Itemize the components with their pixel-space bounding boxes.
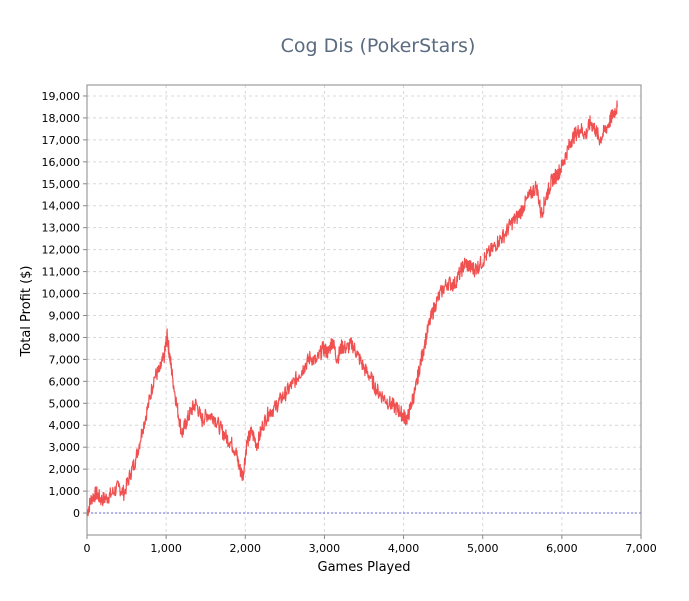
y-tick-label: 0 (73, 507, 80, 520)
y-tick-label: 8,000 (49, 331, 81, 344)
y-tick-label: 2,000 (49, 463, 81, 476)
y-tick-label: 16,000 (42, 156, 81, 169)
y-tick-label: 6,000 (49, 375, 81, 388)
x-axis-ticks: 0 1,000 2,000 3,000 4,000 5,000 6,000 7,000 (84, 535, 657, 555)
y-tick-label: 1,000 (49, 485, 81, 498)
plot-frame (86, 84, 642, 536)
x-tick-label: 2,000 (230, 542, 262, 555)
x-tick-label: 0 (84, 542, 91, 555)
y-tick-label: 15,000 (42, 178, 81, 191)
y-tick-label: 10,000 (42, 288, 81, 301)
y-tick-label: 14,000 (42, 200, 81, 213)
series-line-total-profit (86, 100, 618, 517)
y-tick-label: 9,000 (49, 309, 81, 322)
y-tick-label: 12,000 (42, 244, 81, 257)
y-tick-label: 11,000 (42, 266, 81, 279)
y-tick-label: 5,000 (49, 397, 81, 410)
chart-title: Cog Dis (PokerStars) (281, 35, 476, 57)
x-tick-label: 3,000 (309, 542, 341, 555)
x-tick-label: 7,000 (625, 542, 657, 555)
y-axis-ticks: 0 1,000 2,000 3,000 4,000 5,000 6,000 7,000 8,00… (42, 90, 87, 520)
x-axis-label: Games Played (318, 560, 411, 575)
y-axis-label: Total Profit ($) (19, 266, 34, 358)
x-tick-label: 1,000 (150, 542, 182, 555)
x-tick-label: 5,000 (467, 542, 499, 555)
y-tick-label: 4,000 (49, 419, 81, 432)
x-tick-label: 4,000 (388, 542, 420, 555)
x-tick-label: 6,000 (546, 542, 578, 555)
y-tick-label: 17,000 (42, 134, 81, 147)
y-tick-label: 18,000 (42, 112, 81, 125)
y-tick-label: 19,000 (42, 90, 81, 103)
y-tick-label: 3,000 (49, 441, 81, 454)
y-tick-label: 7,000 (49, 353, 81, 366)
grid-lines (86, 85, 642, 535)
y-tick-label: 13,000 (42, 222, 81, 235)
